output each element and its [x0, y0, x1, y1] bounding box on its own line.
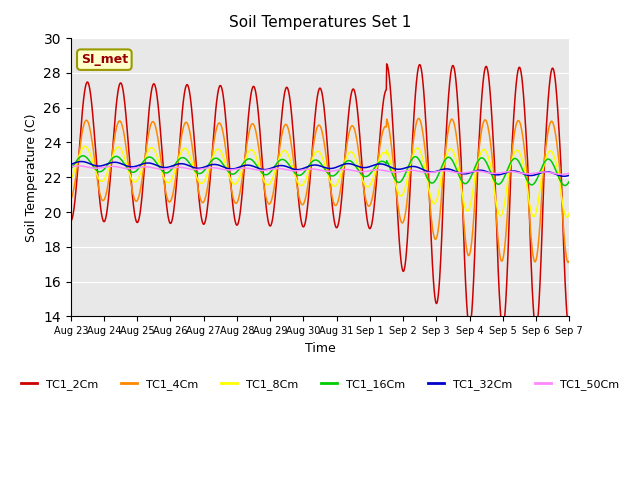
Text: SI_met: SI_met — [81, 53, 128, 66]
Title: Soil Temperatures Set 1: Soil Temperatures Set 1 — [229, 15, 411, 30]
Legend: TC1_2Cm, TC1_4Cm, TC1_8Cm, TC1_16Cm, TC1_32Cm, TC1_50Cm: TC1_2Cm, TC1_4Cm, TC1_8Cm, TC1_16Cm, TC1… — [16, 374, 624, 395]
Y-axis label: Soil Temperature (C): Soil Temperature (C) — [25, 113, 38, 241]
X-axis label: Time: Time — [305, 342, 335, 355]
